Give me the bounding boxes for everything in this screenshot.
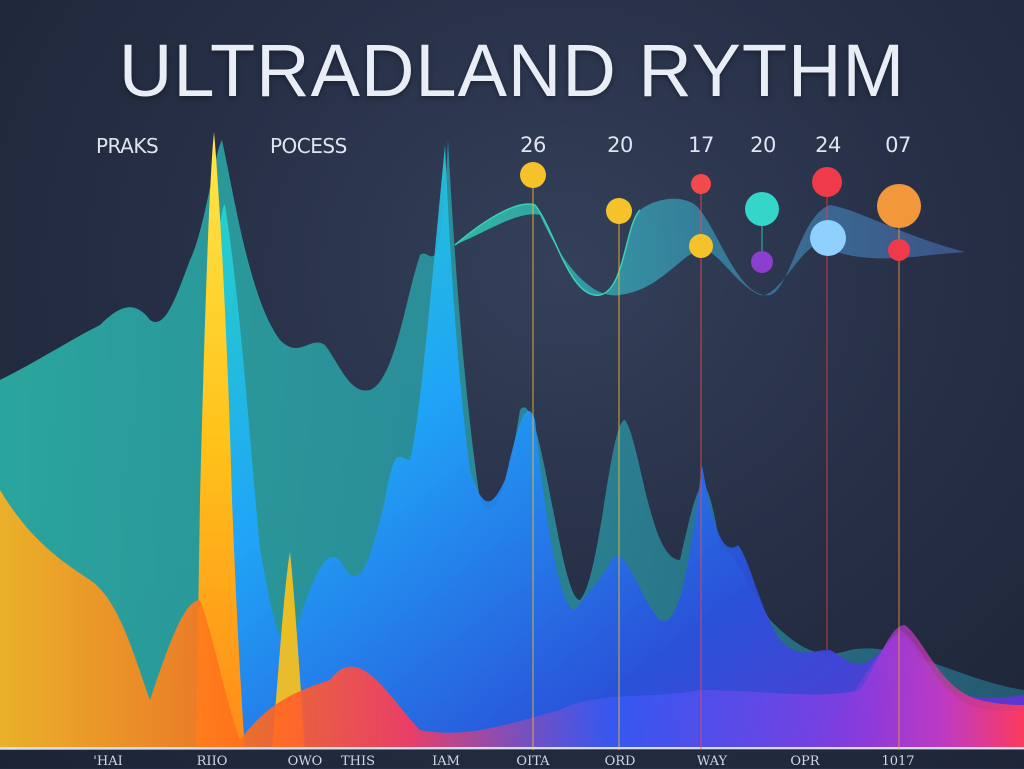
x-tick-label: OITA bbox=[516, 754, 550, 769]
header-value-4: 20 bbox=[750, 133, 776, 157]
x-tick-label: WAY bbox=[696, 754, 728, 769]
header-value-6: 07 bbox=[885, 133, 911, 157]
marker-point-20 bbox=[606, 198, 632, 224]
marker-point-07 bbox=[888, 239, 910, 261]
x-tick-label: 1017 bbox=[881, 754, 915, 769]
area-right-hump bbox=[820, 630, 1024, 750]
header-label-pocess: POCESS bbox=[270, 134, 347, 158]
x-tick-label: IAM bbox=[432, 754, 460, 769]
header-value-2: 20 bbox=[607, 133, 633, 157]
header-value-3: 17 bbox=[688, 133, 714, 157]
area-blue-main bbox=[200, 145, 1024, 750]
x-tick-label: THIS bbox=[340, 754, 376, 769]
area-yellow-peak bbox=[196, 132, 245, 750]
upper-ribbon-line bbox=[454, 203, 641, 296]
chart-title: ULTRADLAND RYTHM bbox=[118, 29, 906, 112]
x-tick-label: OPR bbox=[790, 754, 820, 769]
header-value-5: 24 bbox=[815, 133, 841, 157]
marker-point-17 bbox=[691, 174, 711, 194]
header-value-1: 26 bbox=[520, 133, 546, 157]
marker-point-24 bbox=[810, 220, 846, 256]
x-tick-label: RIIO bbox=[196, 754, 228, 769]
x-tick-label: 'HAI bbox=[93, 754, 123, 769]
marker-point-20 bbox=[751, 251, 773, 273]
header-label-praks: PRAKS bbox=[96, 134, 159, 158]
x-tick-label: ORD bbox=[604, 754, 636, 769]
marker-point-26 bbox=[520, 162, 546, 188]
marker-point-07 bbox=[877, 184, 921, 228]
marker-point-17 bbox=[689, 234, 713, 258]
marker-point-24 bbox=[812, 167, 842, 197]
marker-point-20 bbox=[745, 192, 779, 226]
x-tick-label: OWO bbox=[287, 754, 323, 769]
